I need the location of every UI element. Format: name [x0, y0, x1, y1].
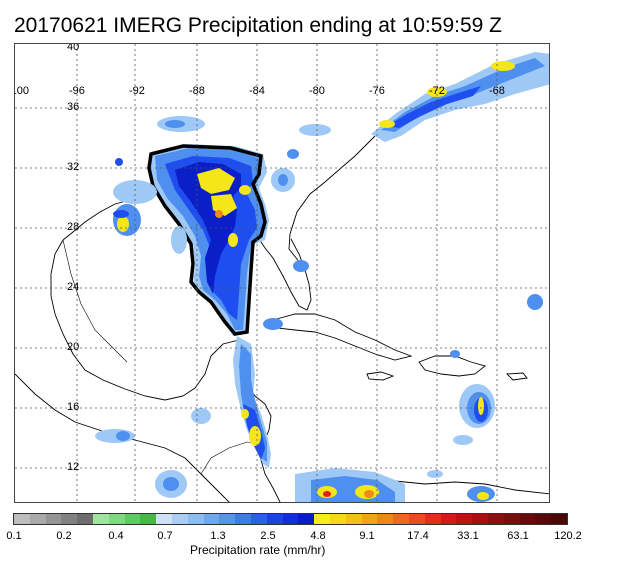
- colorbar-cell: [250, 514, 267, 524]
- colorbar-tick: 17.4: [407, 530, 429, 542]
- colorbar-tick: 0.2: [56, 530, 72, 542]
- map-canvas: -100 -96 -92 -88 -84 -80 -76 -72 -68 40 …: [15, 44, 549, 502]
- colorbar-cell: [456, 514, 473, 524]
- colorbar-cell: [487, 514, 504, 524]
- lat-label: 32: [67, 161, 79, 173]
- colorbar: [13, 513, 568, 525]
- precip-caribbean: [95, 294, 543, 498]
- lon-label: -80: [309, 85, 325, 97]
- lat-label: 36: [67, 101, 79, 113]
- grid: [15, 44, 549, 502]
- colorbar-cell: [140, 514, 157, 524]
- precip-central-america: [233, 318, 283, 468]
- colorbar-tick: 4.8: [310, 530, 326, 542]
- lat-label: 40: [67, 44, 79, 53]
- colorbar-cell: [203, 514, 220, 524]
- colorbar-cell: [266, 514, 283, 524]
- lon-label: -72: [429, 85, 445, 97]
- colorbar-cell: [156, 514, 172, 524]
- colorbar-tick: 0.4: [108, 530, 124, 542]
- colorbar-tick: 0.1: [6, 530, 22, 542]
- colorbar-cell: [124, 514, 141, 524]
- lat-label: 24: [67, 281, 79, 293]
- colorbar-tick: 63.1: [507, 530, 529, 542]
- colorbar-cell: [345, 514, 362, 524]
- colorbar-cell: [29, 514, 46, 524]
- colorbar-cell: [551, 514, 567, 524]
- colorbar-tick: 2.5: [260, 530, 276, 542]
- colorbar-ticks: 0.1 0.2 0.4 0.7 1.3 2.5 4.8 9.1 17.4 33.…: [0, 530, 629, 544]
- colorbar-cell: [61, 514, 78, 524]
- lon-labels: -100 -96 -92 -88 -84 -80 -76 -72 -68: [15, 85, 505, 97]
- precip-south-america: [295, 468, 495, 502]
- colorbar-tick: 0.7: [157, 530, 173, 542]
- colorbar-cell: [393, 514, 409, 524]
- colorbar-tick: 33.1: [457, 530, 479, 542]
- outlined-storm-region: [147, 144, 267, 336]
- precipitation-map: -100 -96 -92 -88 -84 -80 -76 -72 -68 40 …: [14, 43, 550, 503]
- colorbar-cell: [535, 514, 552, 524]
- lon-label: -76: [369, 85, 385, 97]
- precip-southeast: [157, 116, 331, 272]
- lon-label: -88: [189, 85, 205, 97]
- colorbar-cell: [282, 514, 299, 524]
- colorbar-cell: [408, 514, 425, 524]
- colorbar-cell: [235, 514, 251, 524]
- colorbar-cell: [108, 514, 125, 524]
- lon-label: -96: [69, 85, 85, 97]
- colorbar-cell: [440, 514, 457, 524]
- lat-label: 28: [67, 221, 79, 233]
- lat-label: 16: [67, 401, 79, 413]
- colorbar-cell: [171, 514, 188, 524]
- colorbar-cell: [361, 514, 378, 524]
- lon-label: -68: [489, 85, 505, 97]
- colorbar-tick: 120.2: [554, 530, 582, 542]
- colorbar-cell: [424, 514, 441, 524]
- colorbar-cell: [314, 514, 330, 524]
- lat-label: 20: [67, 341, 79, 353]
- lon-label: -100: [15, 85, 29, 97]
- colorbar-cell: [519, 514, 536, 524]
- colorbar-tick: 1.3: [210, 530, 226, 542]
- colorbar-cell: [45, 514, 62, 524]
- lat-label: 12: [67, 461, 79, 473]
- map-title: 20170621 IMERG Precipitation ending at 1…: [14, 14, 502, 37]
- colorbar-cell: [377, 514, 394, 524]
- lon-label: -84: [249, 85, 265, 97]
- colorbar-cell: [472, 514, 488, 524]
- colorbar-cell: [503, 514, 520, 524]
- colorbar-cell: [219, 514, 236, 524]
- colorbar-cell: [92, 514, 109, 524]
- colorbar-cell: [77, 514, 93, 524]
- colorbar-cell: [329, 514, 346, 524]
- colorbar-label: Precipitation rate (mm/hr): [190, 543, 326, 557]
- precip-northeast: [371, 52, 549, 142]
- precip-texas: [113, 158, 187, 254]
- colorbar-cell: [14, 514, 30, 524]
- colorbar-cell: [298, 514, 315, 524]
- precip-fields: [95, 52, 549, 502]
- lat-labels: 40 36 32 28 24 20 16 12: [67, 44, 79, 473]
- lon-label: -92: [129, 85, 145, 97]
- colorbar-tick: 9.1: [359, 530, 375, 542]
- precip-gulf-system: [147, 144, 269, 336]
- colorbar-cell: [187, 514, 204, 524]
